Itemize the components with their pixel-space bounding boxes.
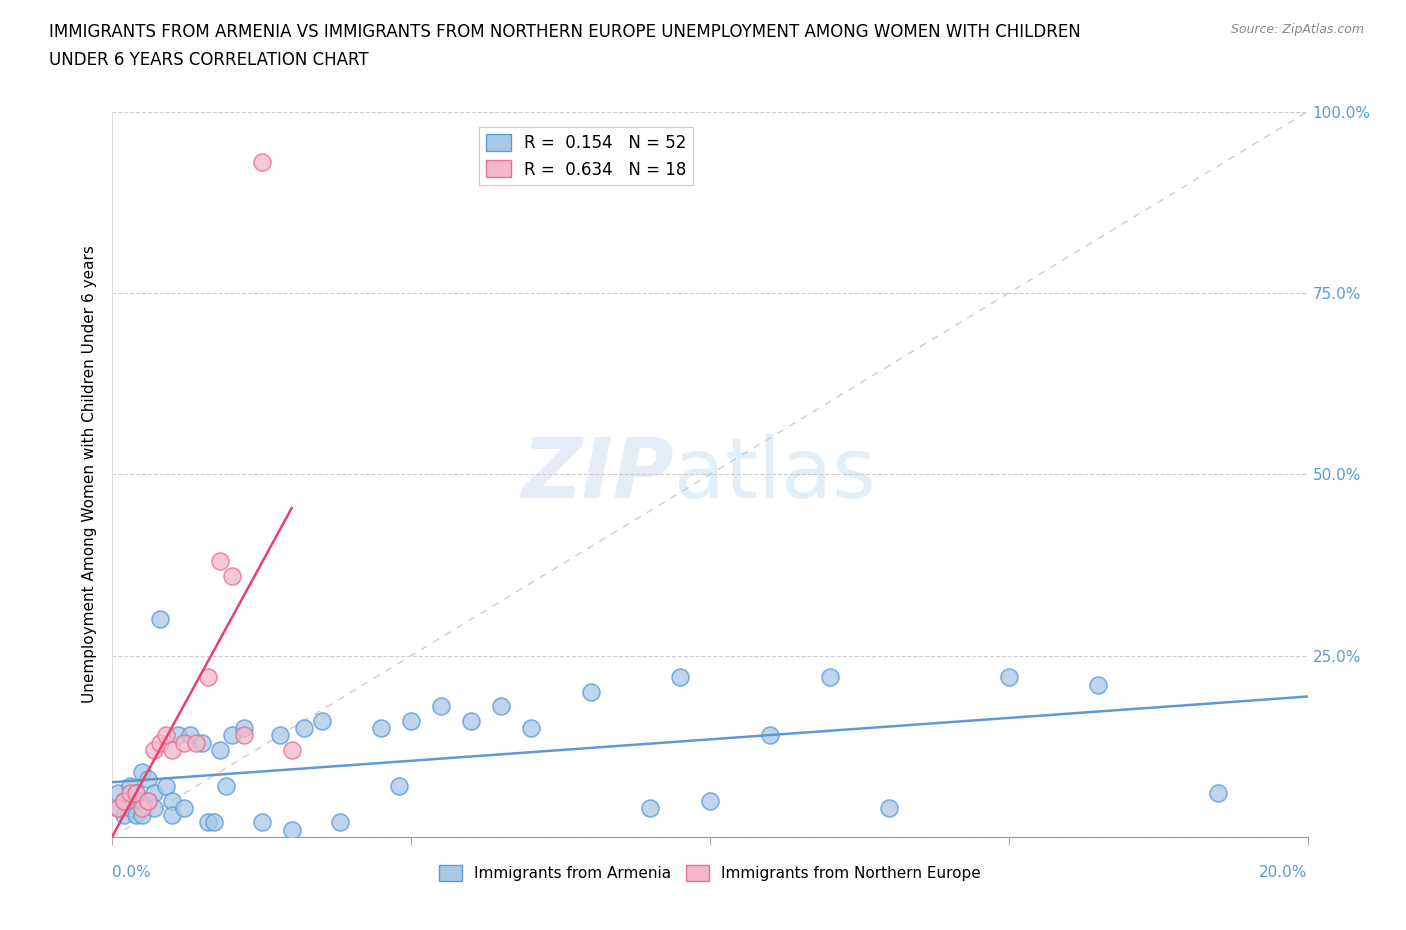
Point bbox=[120, 778, 142, 793]
Point bbox=[114, 793, 135, 808]
Point bbox=[640, 801, 662, 816]
Point bbox=[1206, 786, 1229, 801]
Point bbox=[197, 815, 219, 830]
Point bbox=[1087, 677, 1109, 692]
Point bbox=[292, 721, 315, 736]
Point bbox=[221, 728, 243, 743]
Point bbox=[173, 801, 195, 816]
Text: atlas: atlas bbox=[675, 433, 876, 515]
Point bbox=[131, 764, 153, 779]
Point bbox=[401, 713, 423, 728]
Point bbox=[281, 822, 304, 837]
Point bbox=[221, 568, 243, 583]
Point bbox=[215, 778, 238, 793]
Text: 0.0%: 0.0% bbox=[112, 865, 152, 880]
Point bbox=[138, 793, 160, 808]
Point bbox=[149, 736, 172, 751]
Point bbox=[143, 801, 166, 816]
Point bbox=[759, 728, 782, 743]
Point bbox=[669, 670, 692, 684]
Point bbox=[186, 736, 208, 751]
Point bbox=[209, 554, 232, 569]
Point bbox=[143, 786, 166, 801]
Point bbox=[311, 713, 333, 728]
Point bbox=[329, 815, 352, 830]
Point bbox=[269, 728, 291, 743]
Point bbox=[162, 742, 183, 757]
Point bbox=[138, 772, 160, 787]
Point bbox=[388, 778, 411, 793]
Text: 20.0%: 20.0% bbox=[1260, 865, 1308, 880]
Point bbox=[125, 786, 148, 801]
Point bbox=[107, 786, 129, 801]
Point bbox=[699, 793, 721, 808]
Text: UNDER 6 YEARS CORRELATION CHART: UNDER 6 YEARS CORRELATION CHART bbox=[49, 51, 368, 69]
Point bbox=[114, 793, 135, 808]
Point bbox=[233, 721, 256, 736]
Text: Source: ZipAtlas.com: Source: ZipAtlas.com bbox=[1230, 23, 1364, 36]
Point bbox=[197, 670, 219, 684]
Point bbox=[107, 801, 129, 816]
Point bbox=[162, 808, 183, 823]
Point bbox=[167, 728, 190, 743]
Text: IMMIGRANTS FROM ARMENIA VS IMMIGRANTS FROM NORTHERN EUROPE UNEMPLOYMENT AMONG WO: IMMIGRANTS FROM ARMENIA VS IMMIGRANTS FR… bbox=[49, 23, 1081, 41]
Point bbox=[233, 728, 256, 743]
Text: ZIP: ZIP bbox=[522, 433, 675, 515]
Point bbox=[131, 801, 153, 816]
Point bbox=[370, 721, 392, 736]
Point bbox=[179, 728, 201, 743]
Point bbox=[155, 728, 177, 743]
Point bbox=[489, 699, 512, 714]
Legend: Immigrants from Armenia, Immigrants from Northern Europe: Immigrants from Armenia, Immigrants from… bbox=[433, 859, 987, 887]
Point bbox=[131, 808, 153, 823]
Point bbox=[149, 612, 172, 627]
Point bbox=[209, 742, 232, 757]
Point bbox=[520, 721, 543, 736]
Point bbox=[107, 801, 129, 816]
Point bbox=[125, 786, 148, 801]
Point bbox=[162, 793, 183, 808]
Point bbox=[131, 793, 153, 808]
Point bbox=[430, 699, 453, 714]
Point bbox=[125, 808, 148, 823]
Point bbox=[120, 801, 142, 816]
Point bbox=[579, 684, 602, 699]
Point bbox=[281, 742, 304, 757]
Point bbox=[114, 808, 135, 823]
Point bbox=[250, 155, 273, 170]
Point bbox=[143, 742, 166, 757]
Point bbox=[818, 670, 841, 684]
Point bbox=[202, 815, 225, 830]
Point bbox=[879, 801, 901, 816]
Point bbox=[191, 736, 214, 751]
Point bbox=[138, 793, 160, 808]
Y-axis label: Unemployment Among Women with Children Under 6 years: Unemployment Among Women with Children U… bbox=[82, 246, 97, 703]
Point bbox=[120, 786, 142, 801]
Point bbox=[460, 713, 482, 728]
Point bbox=[155, 778, 177, 793]
Point bbox=[173, 736, 195, 751]
Point bbox=[998, 670, 1021, 684]
Point bbox=[250, 815, 273, 830]
